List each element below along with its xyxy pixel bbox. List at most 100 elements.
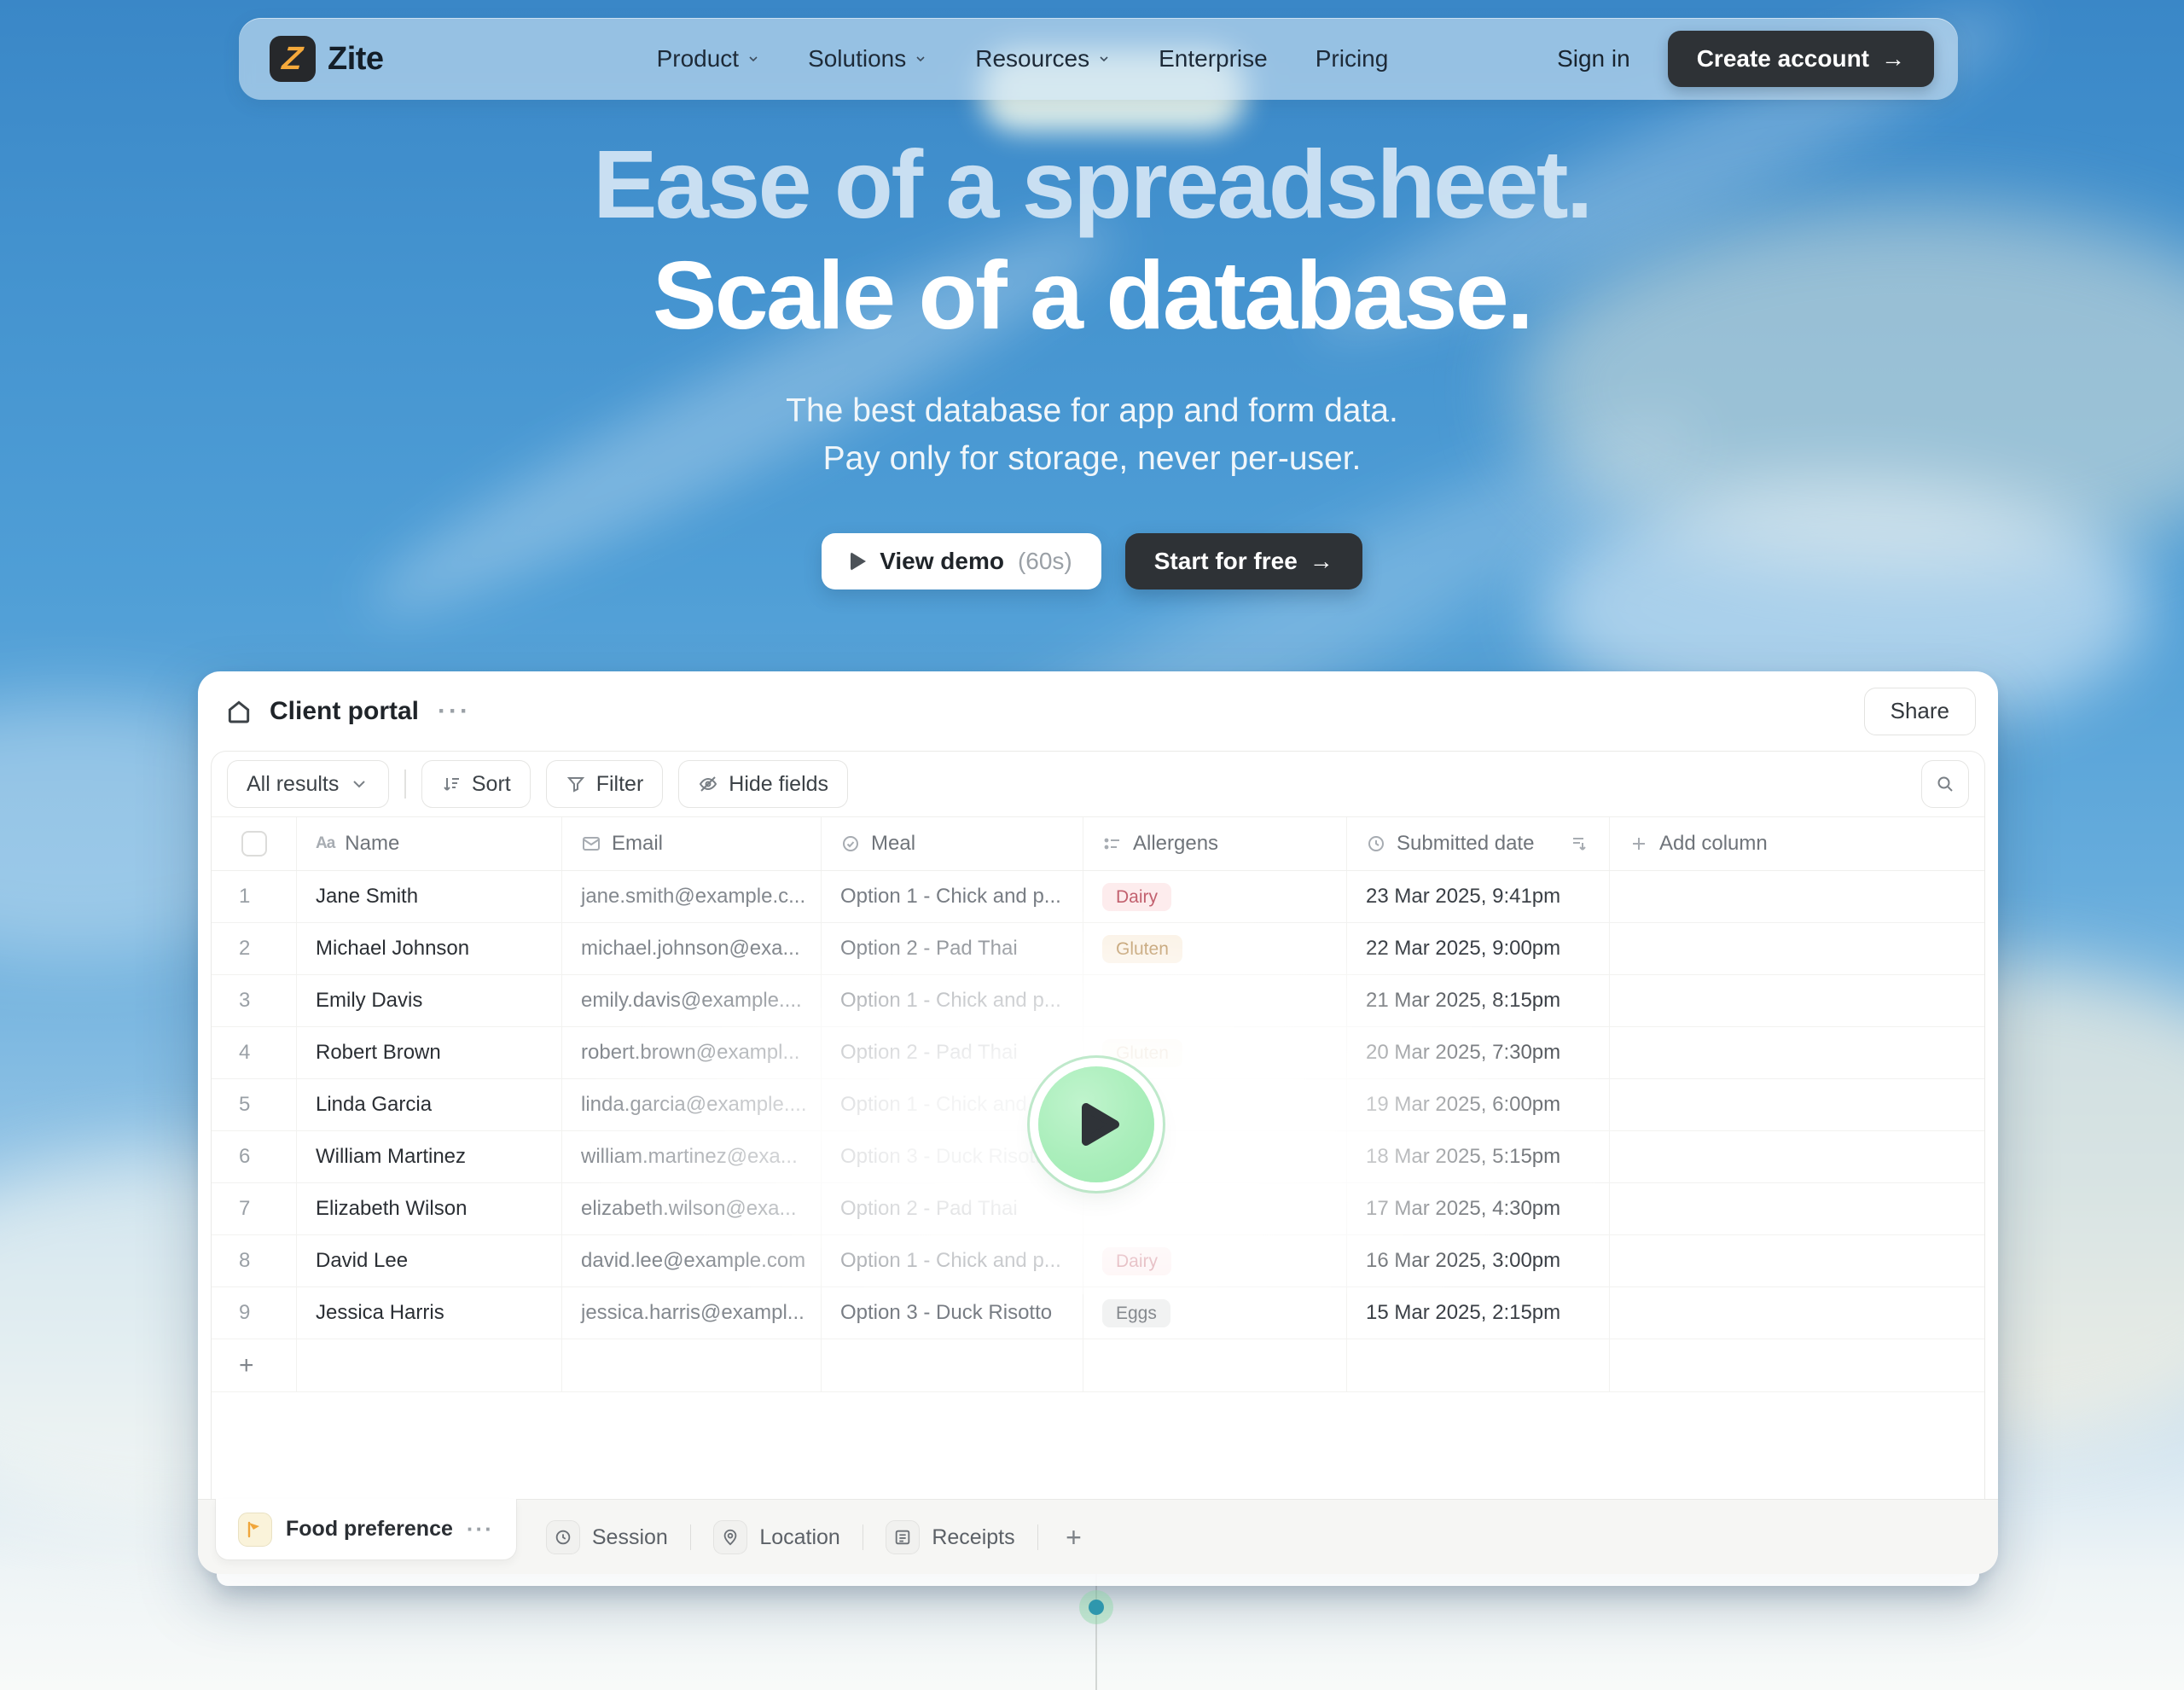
cell-meal[interactable]: Option 1 - Chick and p... [822,871,1083,922]
tab-session[interactable]: Session [545,1520,668,1554]
row-number: 7 [212,1183,297,1234]
cell-name[interactable]: Michael Johnson [297,923,562,974]
cell-name[interactable]: William Martinez [297,1131,562,1182]
filter-button[interactable]: Filter [545,760,664,808]
cell-allergens[interactable] [1083,1183,1347,1234]
app-header: Client portal ··· Share [198,671,1998,751]
cell-meal[interactable]: Option 3 - Duck Risotto [822,1287,1083,1339]
tab-receipts[interactable]: Receipts [886,1520,1015,1554]
tab-divider [862,1524,864,1550]
column-header-meal[interactable]: Meal [822,817,1083,870]
cell-email[interactable]: elizabeth.wilson@exa... [562,1183,822,1234]
row-number: 9 [212,1287,297,1339]
column-header-email[interactable]: Email [562,817,822,870]
cell-submitted-date[interactable]: 15 Mar 2025, 2:15pm [1347,1287,1610,1339]
cell-email[interactable]: robert.brown@exampl... [562,1027,822,1078]
start-for-free-button[interactable]: Start for free → [1124,532,1362,589]
share-button[interactable]: Share [1863,687,1976,735]
sort-button[interactable]: Sort [421,760,531,808]
column-header-submitted-date[interactable]: Submitted date [1347,817,1610,870]
nav-item-solutions[interactable]: Solutions [808,45,927,73]
create-account-button[interactable]: Create account → [1667,31,1934,87]
column-header-name[interactable]: Aa Name [297,817,562,870]
table-row[interactable]: 8 David Lee david.lee@example.com Option… [212,1235,1984,1287]
select-all-checkbox[interactable] [241,831,267,857]
cell-name[interactable]: Elizabeth Wilson [297,1183,562,1234]
add-row-plus-icon[interactable]: + [212,1339,297,1391]
video-play-button[interactable] [1038,1066,1154,1182]
table-row[interactable]: 7 Elizabeth Wilson elizabeth.wilson@exa.… [212,1183,1984,1235]
single-select-icon [843,836,858,851]
cell-empty [1610,1183,1984,1234]
cell-allergens[interactable]: Gluten [1083,1027,1347,1078]
tab-label: Location [759,1524,840,1549]
navbar: Z Zite Product Solutions Resources Enter… [239,18,1958,100]
row-number: 1 [212,871,297,922]
cell-submitted-date[interactable]: 18 Mar 2025, 5:15pm [1347,1131,1610,1182]
cell-submitted-date[interactable]: 17 Mar 2025, 4:30pm [1347,1183,1610,1234]
cell-email[interactable]: jessica.harris@exampl... [562,1287,822,1339]
cell-submitted-date[interactable]: 23 Mar 2025, 9:41pm [1347,871,1610,922]
cell-allergens[interactable] [1083,975,1347,1026]
cell-submitted-date[interactable]: 22 Mar 2025, 9:00pm [1347,923,1610,974]
nav-menu: Product Solutions Resources Enterprise P… [657,45,1389,73]
cell-submitted-date[interactable]: 20 Mar 2025, 7:30pm [1347,1027,1610,1078]
nav-item-enterprise[interactable]: Enterprise [1159,45,1268,72]
email-icon [583,837,600,851]
cell-name[interactable]: Linda Garcia [297,1079,562,1130]
cell-email[interactable]: michael.johnson@exa... [562,923,822,974]
hide-fields-button[interactable]: Hide fields [678,760,849,808]
cell-email[interactable]: linda.garcia@example.... [562,1079,822,1130]
cell-allergens[interactable]: Eggs [1083,1287,1347,1339]
tab-more-options-icon[interactable]: ··· [466,1516,494,1542]
cell-allergens[interactable]: Dairy [1083,871,1347,922]
home-icon[interactable] [225,698,253,725]
add-column-button[interactable]: Add column [1610,817,1984,870]
cell-meal[interactable]: Option 2 - Pad Thai [822,923,1083,974]
tab-food-preference[interactable]: Food preference ··· [215,1499,517,1560]
table-row[interactable]: 9 Jessica Harris jessica.harris@exampl..… [212,1287,1984,1339]
cell-empty [1610,975,1984,1026]
view-demo-button[interactable]: View demo (60s) [822,532,1101,589]
logo[interactable]: Z Zite [270,36,384,82]
hero-section: Ease of a spreadsheet. Scale of a databa… [0,130,2184,589]
cell-name[interactable]: David Lee [297,1235,562,1286]
add-tab-button[interactable]: + [1066,1521,1082,1553]
search-button[interactable] [1921,760,1969,808]
hero-buttons: View demo (60s) Start for free → [0,532,2184,589]
plus-icon [1633,838,1645,850]
cell-meal[interactable]: Option 1 - Chick and p... [822,975,1083,1026]
page-title: Client portal [270,696,420,725]
cell-meal[interactable]: Option 2 - Pad Thai [822,1027,1083,1078]
column-header-allergens[interactable]: Allergens [1083,817,1347,870]
eye-off-icon [700,776,717,792]
sort-descending-icon[interactable] [1570,833,1590,854]
cell-name[interactable]: Jessica Harris [297,1287,562,1339]
table-row[interactable]: 3 Emily Davis emily.davis@example.... Op… [212,975,1984,1027]
sign-in-link[interactable]: Sign in [1557,45,1630,72]
results-filter-dropdown[interactable]: All results [227,760,390,808]
cell-submitted-date[interactable]: 21 Mar 2025, 8:15pm [1347,975,1610,1026]
cell-email[interactable]: david.lee@example.com [562,1235,822,1286]
add-row[interactable]: + [212,1339,1984,1392]
nav-right: Sign in Create account → [1557,31,1934,87]
more-options-icon[interactable]: ··· [438,697,471,725]
tab-location[interactable]: Location [713,1520,840,1554]
cell-name[interactable]: Robert Brown [297,1027,562,1078]
nav-item-product[interactable]: Product [657,45,761,73]
table-row[interactable]: 2 Michael Johnson michael.johnson@exa...… [212,923,1984,975]
cell-allergens[interactable]: Gluten [1083,923,1347,974]
cell-meal[interactable]: Option 2 - Pad Thai [822,1183,1083,1234]
cell-name[interactable]: Jane Smith [297,871,562,922]
cell-submitted-date[interactable]: 19 Mar 2025, 6:00pm [1347,1079,1610,1130]
cell-submitted-date[interactable]: 16 Mar 2025, 3:00pm [1347,1235,1610,1286]
nav-item-resources[interactable]: Resources [975,45,1111,73]
nav-item-pricing[interactable]: Pricing [1315,45,1389,72]
cell-email[interactable]: jane.smith@example.c... [562,871,822,922]
cell-meal[interactable]: Option 1 - Chick and p... [822,1235,1083,1286]
table-row[interactable]: 1 Jane Smith jane.smith@example.c... Opt… [212,871,1984,923]
cell-email[interactable]: william.martinez@exa... [562,1131,822,1182]
cell-allergens[interactable]: Dairy [1083,1235,1347,1286]
cell-email[interactable]: emily.davis@example.... [562,975,822,1026]
cell-name[interactable]: Emily Davis [297,975,562,1026]
